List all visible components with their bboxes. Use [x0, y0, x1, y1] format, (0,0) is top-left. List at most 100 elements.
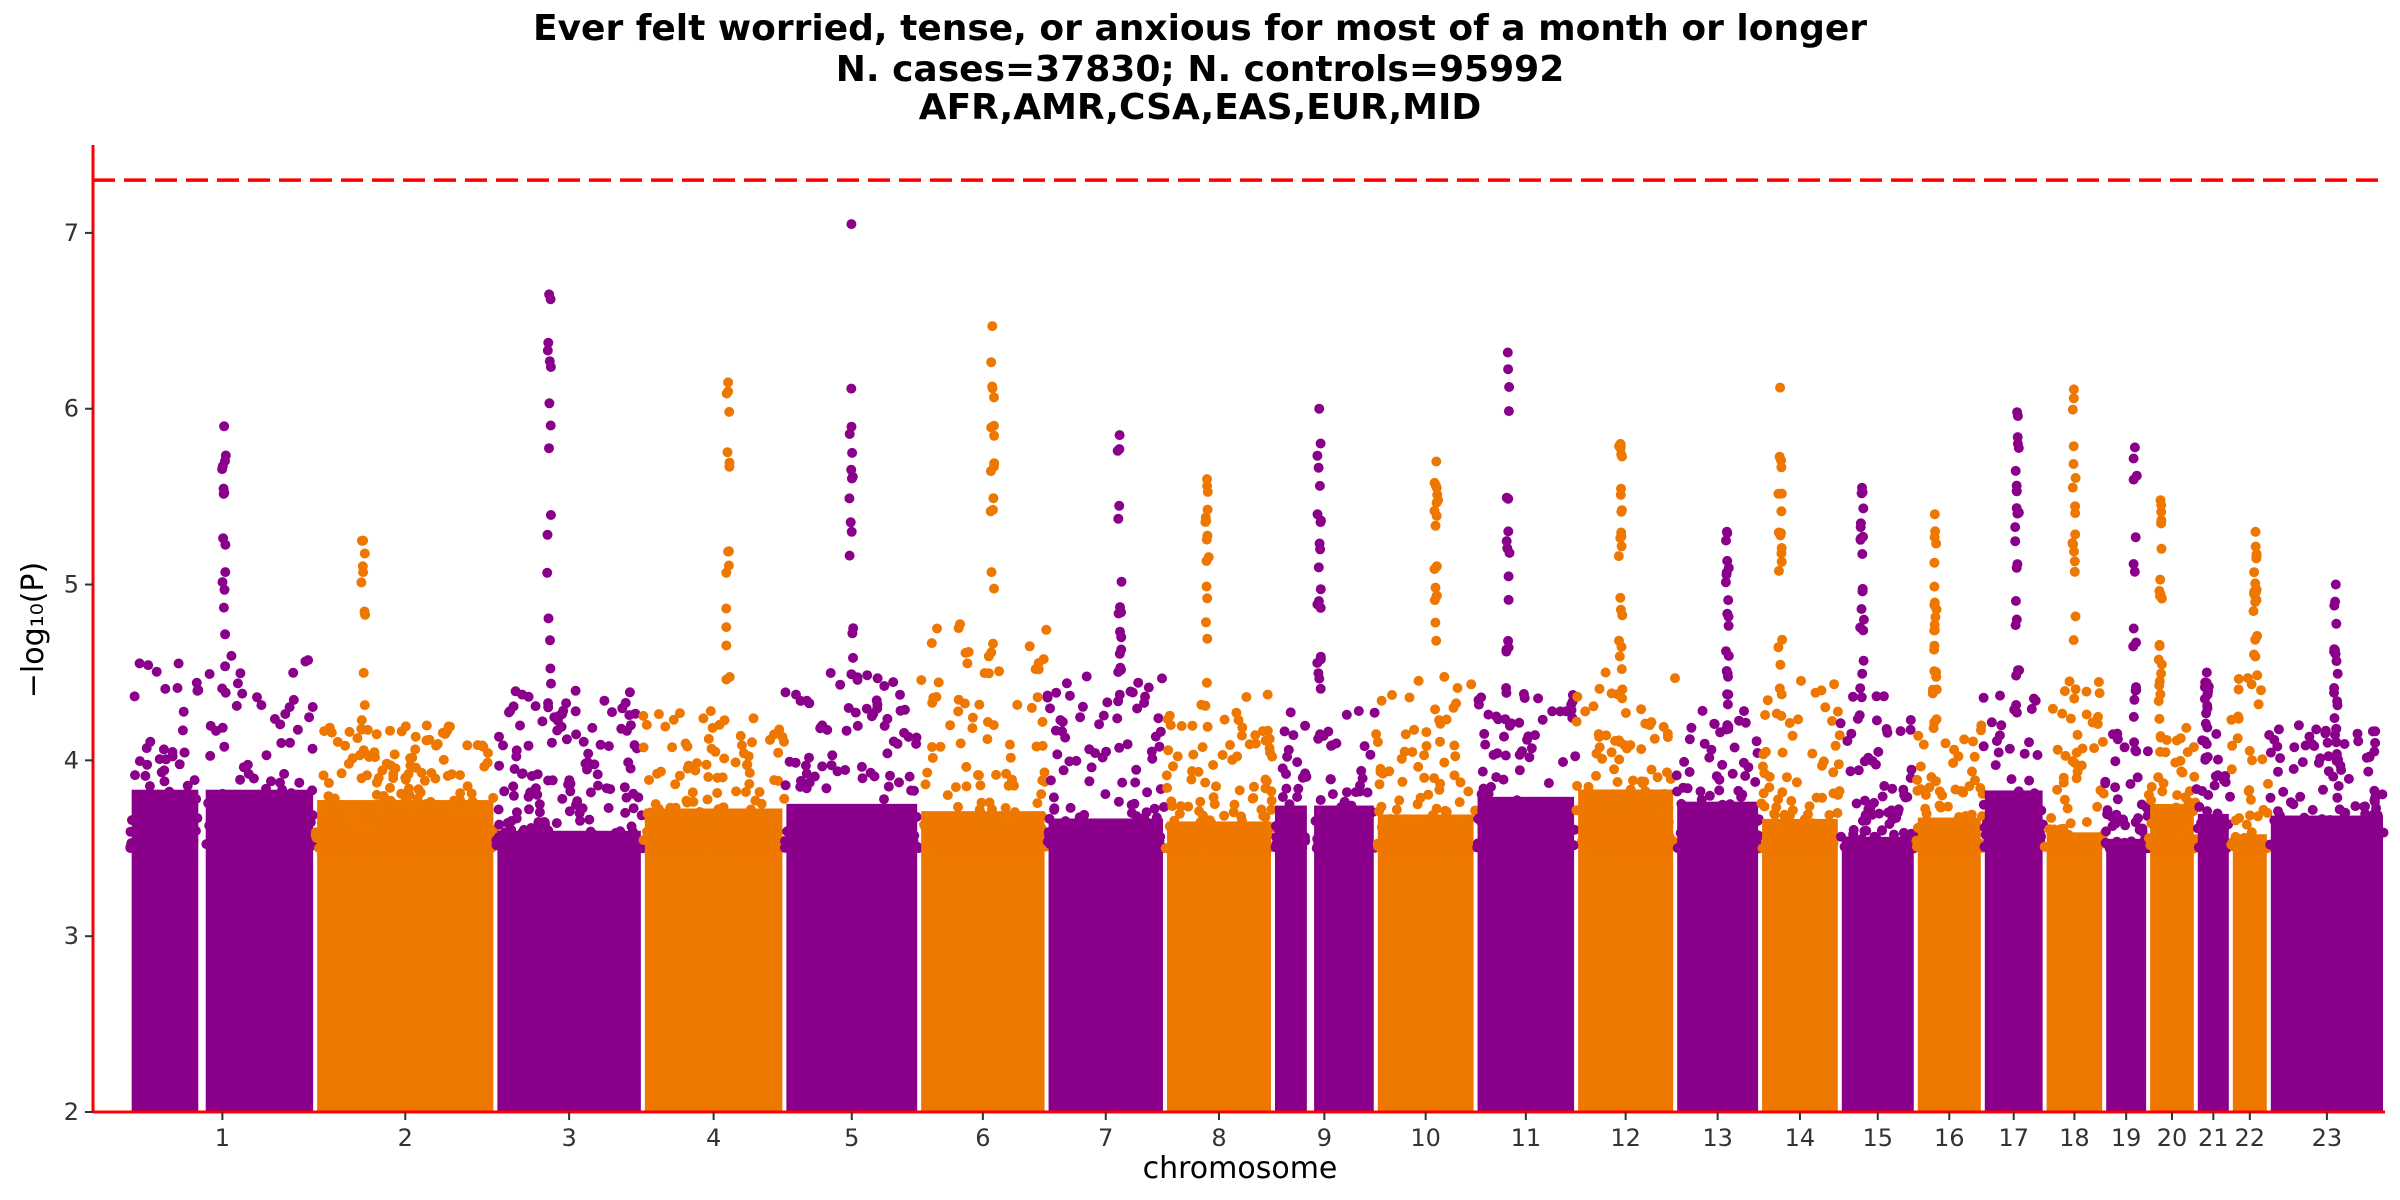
- snp-point: [926, 638, 937, 649]
- snp-point: [1718, 819, 1729, 830]
- snp-point: [1679, 839, 1690, 850]
- snp-point: [2212, 808, 2223, 819]
- snp-point: [455, 770, 465, 781]
- snp-point: [1723, 595, 1734, 606]
- snp-point: [152, 841, 163, 851]
- snp-point: [1725, 799, 1736, 810]
- snp-point: [396, 726, 407, 737]
- snp-point: [721, 603, 732, 614]
- snp-point: [1211, 781, 1221, 792]
- snp-point: [2189, 771, 2200, 782]
- snp-point: [462, 740, 473, 751]
- snp-point: [318, 842, 329, 853]
- snp-point: [1126, 799, 1137, 810]
- snp-point: [416, 767, 427, 778]
- snp-point: [1504, 382, 1515, 392]
- y-tick-label: 4: [64, 746, 79, 774]
- snp-point: [1740, 717, 1751, 728]
- snp-point: [1378, 838, 1389, 849]
- snp-point: [745, 804, 756, 815]
- title-line-1: Ever felt worried, tense, or anxious for…: [533, 8, 1867, 49]
- snp-point: [1679, 756, 1690, 767]
- snp-point: [2059, 686, 2070, 697]
- snp-point: [1555, 706, 1566, 717]
- snp-point: [356, 723, 367, 734]
- snp-point: [1313, 733, 1324, 744]
- snp-point: [2275, 753, 2286, 764]
- snp-point: [1075, 712, 1086, 723]
- snp-point: [882, 713, 893, 724]
- snp-point: [1887, 783, 1898, 794]
- snp-point: [275, 719, 286, 730]
- snp-point: [2232, 733, 2243, 744]
- snp-point: [1526, 743, 1537, 754]
- snp-point: [160, 683, 171, 694]
- snp-point: [1234, 785, 1245, 796]
- dense-points-band: [1762, 818, 1838, 1112]
- snp-point: [804, 843, 815, 854]
- snp-point: [753, 816, 764, 826]
- snp-point: [2323, 766, 2334, 777]
- snp-point: [2180, 792, 2191, 803]
- snp-point: [616, 723, 627, 734]
- snp-point: [1369, 707, 1380, 718]
- snp-point: [1930, 843, 1941, 854]
- dense-points-band: [1377, 814, 1474, 1112]
- snp-point: [2126, 836, 2137, 847]
- snp-point: [1824, 810, 1835, 820]
- snp-point: [511, 807, 522, 818]
- dense-points-band: [1166, 821, 1271, 1112]
- snp-point: [2300, 740, 2311, 751]
- snp-point: [2333, 781, 2344, 791]
- snp-point: [248, 773, 259, 784]
- snp-point: [2011, 670, 2022, 681]
- snp-point: [2360, 808, 2371, 819]
- snp-point: [2013, 443, 2024, 453]
- snp-point: [299, 827, 309, 838]
- snp-point: [2131, 746, 2142, 757]
- snp-point: [1478, 783, 1489, 794]
- snp-point: [2252, 670, 2263, 681]
- snp-point: [1442, 823, 1453, 834]
- snp-point: [1723, 611, 1734, 622]
- snp-point: [302, 843, 313, 854]
- snp-point: [534, 821, 545, 832]
- snp-point: [2245, 810, 2255, 821]
- snp-point: [373, 773, 384, 783]
- snp-point: [1142, 787, 1153, 798]
- snp-point: [1756, 798, 1767, 809]
- snp-point: [1222, 836, 1232, 847]
- snp-point: [556, 721, 567, 732]
- snp-point: [721, 622, 732, 633]
- snp-point: [1286, 812, 1297, 823]
- snp-point: [1513, 833, 1524, 843]
- snp-point: [1949, 744, 1960, 755]
- snp-point: [1418, 841, 1429, 852]
- snp-point: [2265, 792, 2276, 803]
- chromosome-11-points: [1472, 347, 1581, 1112]
- snp-point: [2201, 667, 2212, 678]
- snp-point: [1074, 812, 1085, 823]
- snp-point: [2089, 743, 2100, 754]
- snp-point: [1045, 775, 1056, 786]
- dense-points-band: [1677, 801, 1759, 1112]
- snp-point: [1155, 726, 1166, 737]
- dense-points-band: [497, 830, 641, 1112]
- snp-point: [1737, 789, 1748, 800]
- snp-point: [1750, 777, 1761, 787]
- snp-point: [710, 840, 721, 851]
- snp-point: [1762, 695, 1773, 706]
- snp-point: [1439, 757, 1450, 768]
- snp-point: [396, 788, 407, 799]
- snp-point: [1262, 725, 1273, 736]
- snp-point: [2128, 641, 2139, 652]
- snp-point: [1526, 820, 1537, 831]
- y-tick-label: 3: [64, 922, 79, 950]
- snp-point: [1441, 806, 1452, 817]
- snp-point: [506, 816, 517, 826]
- snp-point: [1201, 534, 1212, 545]
- snp-point: [1639, 776, 1650, 787]
- snp-point: [1122, 739, 1133, 750]
- snp-point: [2277, 828, 2288, 839]
- snp-point: [1760, 710, 1771, 720]
